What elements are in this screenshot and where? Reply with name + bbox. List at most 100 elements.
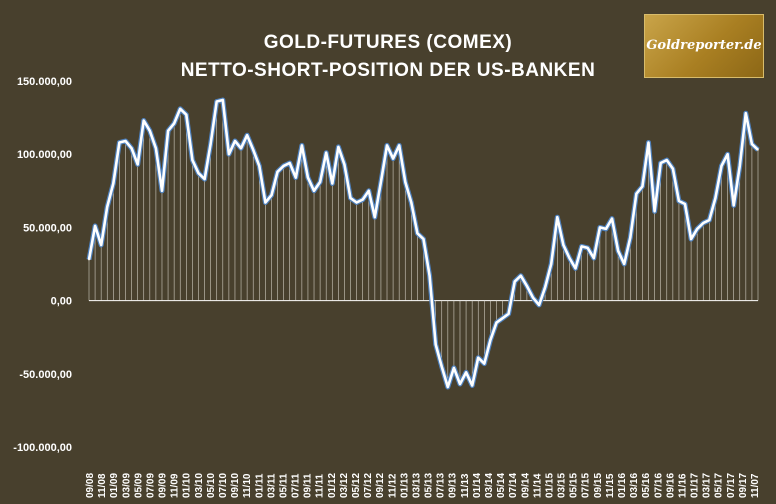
data-point (130, 147, 133, 150)
data-point (684, 203, 686, 205)
data-point (301, 144, 303, 147)
data-point (313, 190, 315, 192)
data-point (434, 343, 437, 346)
data-point (453, 367, 455, 369)
data-point (118, 141, 121, 144)
y-tick-label: 0,00 (51, 296, 72, 308)
data-point (659, 162, 662, 164)
data-point (94, 225, 96, 227)
x-tick-label: 11/14 (532, 473, 543, 498)
data-point (325, 151, 327, 154)
data-point (361, 198, 364, 201)
data-point (720, 165, 723, 167)
data-point (520, 274, 522, 277)
x-tick-label: 05/14 (496, 473, 507, 498)
x-tick-label: 09/12 (375, 473, 386, 498)
data-point (617, 250, 619, 252)
x-tick-label: 05/12 (351, 473, 362, 498)
y-tick-label: -50.000,00 (19, 369, 72, 381)
x-tick-label: 07/12 (363, 473, 374, 498)
x-tick-label: 01/14 (472, 473, 483, 498)
x-tick-label: 05/15 (569, 473, 580, 498)
x-tick-label: 05/13 (424, 473, 435, 498)
data-point (751, 143, 753, 145)
x-tick-label: 07/09 (145, 473, 156, 498)
data-point (459, 383, 461, 385)
x-tick-label: 03/13 (411, 473, 422, 498)
x-tick-label: 01/15 (544, 473, 555, 498)
x-tick-label: 07/16 (653, 473, 664, 498)
x-tick-label: 01/10 (182, 473, 193, 498)
x-tick-label: 01/11 (254, 473, 265, 498)
data-point (672, 168, 674, 170)
data-point (586, 247, 589, 249)
y-tick-label: -100.000,00 (13, 442, 72, 454)
data-point (483, 362, 486, 365)
data-point (167, 129, 169, 132)
data-point (88, 258, 90, 261)
x-tick-label: 01/09 (109, 473, 120, 498)
data-point (422, 238, 425, 240)
data-point (136, 163, 139, 166)
data-point (623, 263, 625, 265)
data-point (258, 165, 261, 167)
data-point (471, 384, 473, 387)
y-tick-label: 100.000,00 (17, 149, 72, 161)
data-point (641, 185, 644, 188)
data-point (726, 153, 729, 155)
data-point (331, 182, 334, 185)
x-tick-label: 07/10 (218, 473, 229, 498)
x-tick-label: 01/13 (399, 473, 410, 498)
data-point (337, 146, 340, 148)
data-point (738, 165, 741, 167)
data-point (544, 286, 546, 289)
data-point (732, 204, 735, 207)
data-point (489, 339, 492, 341)
data-point (708, 219, 711, 221)
data-point (538, 304, 540, 306)
x-tick-label: 01/17 (690, 473, 701, 498)
data-point (112, 182, 115, 185)
data-point (580, 245, 583, 248)
x-tick-label: 09/11 (303, 473, 314, 498)
x-tick-label: 09/10 (230, 473, 241, 498)
data-point (173, 122, 175, 125)
data-point (276, 170, 279, 173)
chart-title: GOLD-FUTURES (COMEX) (263, 32, 513, 53)
data-point (294, 176, 297, 179)
data-point (228, 153, 230, 155)
y-tick-label: 150.000,00 (17, 76, 72, 88)
data-point (404, 181, 407, 183)
data-point (665, 159, 668, 161)
data-point (428, 274, 431, 277)
x-tick-label: 09/14 (520, 473, 531, 498)
data-point (185, 113, 188, 116)
data-point (416, 232, 419, 235)
x-tick-label: 03/12 (339, 473, 350, 498)
data-point (307, 176, 309, 179)
data-point (149, 129, 151, 132)
x-tick-label: 11/11 (315, 474, 326, 498)
data-point (374, 216, 376, 218)
data-point (501, 317, 504, 319)
data-point (161, 190, 163, 192)
x-tick-label: 01/12 (327, 473, 338, 498)
x-tick-label: 07/11 (291, 473, 302, 498)
data-point (270, 194, 273, 196)
data-point (106, 206, 109, 208)
chart-subtitle: NETTO-SHORT-POSITION DER US-BANKEN (180, 60, 596, 81)
data-point (757, 149, 759, 151)
x-tick-label: 09/08 (85, 473, 96, 498)
data-point (319, 181, 321, 183)
data-point (264, 201, 267, 204)
data-point (678, 200, 680, 202)
data-point (197, 172, 200, 175)
data-point (495, 321, 498, 324)
data-point (386, 144, 388, 147)
data-point (367, 190, 370, 192)
data-point (440, 365, 443, 368)
x-tick-label: 07/15 (581, 473, 592, 498)
data-point (592, 257, 595, 259)
x-tick-label: 03/16 (629, 473, 640, 498)
